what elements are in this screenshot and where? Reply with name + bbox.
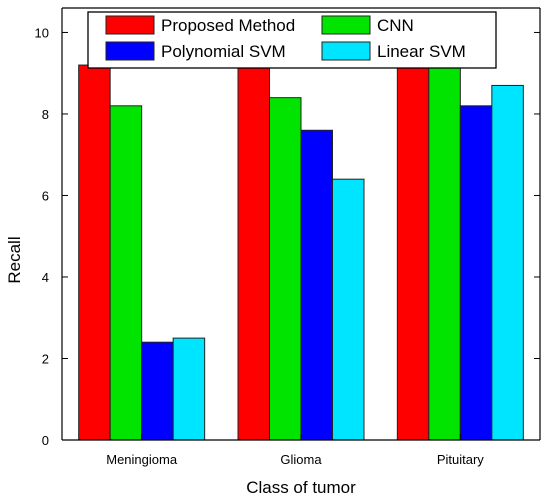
- legend-label-cnn: CNN: [377, 16, 414, 35]
- x-axis-title: Class of tumor: [246, 478, 356, 497]
- bar-cnn-pituitary: [428, 40, 461, 441]
- y-tick-label: 8: [42, 107, 49, 122]
- bar-polynomial-svm-meningioma: [141, 341, 174, 441]
- legend-swatch-proposed-method: [105, 15, 155, 35]
- x-tick-label-glioma: Glioma: [280, 452, 322, 467]
- y-tick-label: 2: [42, 351, 49, 366]
- legend-swatch-cnn: [321, 15, 371, 35]
- legend: Proposed Method CNN Polynomial SVM Linear S…: [87, 11, 497, 69]
- legend-label-polynomial-svm: Polynomial SVM: [161, 42, 286, 61]
- bars-layer: [78, 40, 524, 441]
- legend-swatch-polynomial-svm: [105, 41, 155, 61]
- bar-proposed-method-glioma: [237, 56, 270, 441]
- bar-proposed-method-meningioma: [78, 64, 111, 441]
- y-tick-label: 10: [35, 25, 49, 40]
- y-tick-label: 4: [42, 270, 49, 285]
- bar-cnn-glioma: [269, 97, 302, 441]
- bar-linear-svm-pituitary: [491, 84, 524, 441]
- bar-polynomial-svm-glioma: [300, 129, 333, 441]
- bar-cnn-meningioma: [109, 105, 143, 441]
- bar-linear-svm-meningioma: [172, 337, 206, 441]
- legend-label-proposed-method: Proposed Method: [161, 16, 295, 35]
- legend-box: [87, 11, 497, 69]
- y-axis-title: Recall: [5, 236, 24, 283]
- x-tick-label-pituitary: Pituitary: [437, 452, 484, 467]
- y-tick-label: 6: [42, 188, 49, 203]
- legend-label-linear-svm: Linear SVM: [377, 42, 466, 61]
- legend-swatch-linear-svm: [321, 41, 371, 61]
- y-tick-label: 0: [42, 433, 49, 448]
- bar-proposed-method-pituitary: [396, 40, 430, 441]
- bar-linear-svm-glioma: [332, 178, 365, 441]
- axes-layer: 0 2 4 6 8 10 Meningioma Glioma Pituitary: [35, 7, 541, 467]
- x-tick-label-meningioma: Meningioma: [106, 452, 178, 467]
- bar-polynomial-svm-pituitary: [459, 105, 493, 441]
